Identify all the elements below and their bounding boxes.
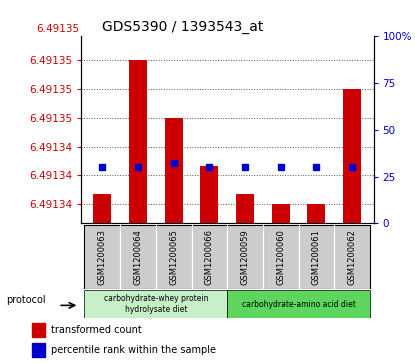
- Bar: [334, 225, 370, 289]
- Text: GSM1200062: GSM1200062: [348, 229, 356, 285]
- Text: GSM1200059: GSM1200059: [241, 229, 249, 285]
- Bar: [32, 343, 45, 357]
- Bar: [272, 204, 290, 223]
- Bar: [192, 225, 227, 289]
- Bar: [156, 225, 192, 289]
- Bar: [85, 225, 120, 289]
- Text: GSM1200066: GSM1200066: [205, 229, 214, 285]
- Bar: [93, 195, 111, 223]
- Bar: [129, 60, 147, 223]
- Bar: [343, 89, 361, 223]
- Text: GSM1200065: GSM1200065: [169, 229, 178, 285]
- Text: GSM1200063: GSM1200063: [98, 229, 107, 285]
- Bar: [85, 290, 227, 318]
- Text: carbohydrate-whey protein
hydrolysate diet: carbohydrate-whey protein hydrolysate di…: [104, 294, 208, 314]
- Text: 6.49135: 6.49135: [37, 24, 79, 34]
- Text: GSM1200064: GSM1200064: [134, 229, 142, 285]
- Bar: [32, 323, 45, 338]
- Bar: [227, 225, 263, 289]
- Bar: [165, 118, 183, 223]
- Text: carbohydrate-amino acid diet: carbohydrate-amino acid diet: [242, 299, 356, 309]
- Text: GSM1200061: GSM1200061: [312, 229, 321, 285]
- Bar: [308, 204, 325, 223]
- Bar: [298, 225, 334, 289]
- Text: percentile rank within the sample: percentile rank within the sample: [51, 345, 216, 355]
- Bar: [120, 225, 156, 289]
- Text: GDS5390 / 1393543_at: GDS5390 / 1393543_at: [102, 20, 263, 34]
- Bar: [227, 290, 370, 318]
- Bar: [200, 166, 218, 223]
- Bar: [236, 195, 254, 223]
- Text: protocol: protocol: [7, 295, 46, 305]
- Text: transformed count: transformed count: [51, 325, 142, 335]
- Text: GSM1200060: GSM1200060: [276, 229, 285, 285]
- Bar: [263, 225, 298, 289]
